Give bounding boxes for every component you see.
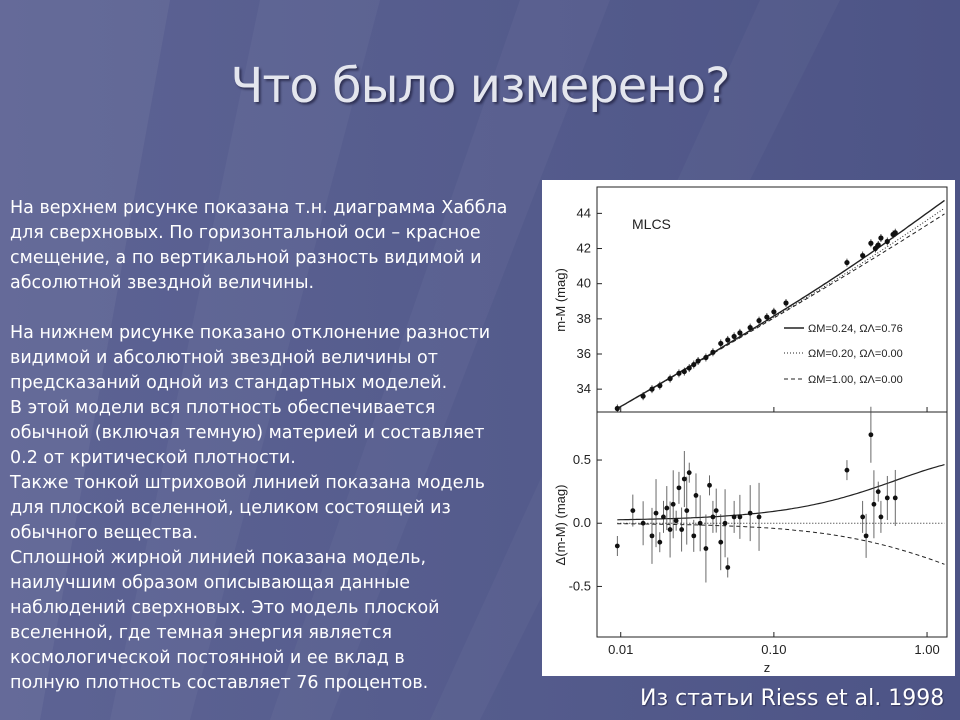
model-curve-open: [617, 207, 945, 410]
bottom-point-3: [649, 533, 655, 539]
legend-label-1: ΩM=0.20, ΩΛ=0.00: [808, 348, 903, 360]
bottom-point-10: [673, 518, 679, 524]
bottom-point-26: [731, 514, 737, 520]
top-point-15: [737, 330, 743, 336]
bottom-point-29: [756, 514, 762, 520]
paragraph-residuals: На нижнем рисунке показано отклонение ра…: [10, 323, 491, 693]
bottom-ytick-label-2: -0.5: [569, 578, 591, 593]
top-point-18: [764, 314, 770, 320]
top-point-5: [676, 370, 682, 376]
bottom-point-33: [868, 432, 874, 438]
bottom-point-4: [653, 510, 659, 516]
source-caption: Из статьи Riess et al. 1998: [640, 686, 945, 711]
top-point-0: [614, 405, 620, 412]
hubble-chart: 34 36 38 40 42 44 0.5 0.0 -0.5 0.01 0.10 1.00 MLCS…: [553, 186, 948, 675]
bottom-point-15: [686, 470, 692, 476]
top-point-13: [725, 337, 731, 343]
bottom-point-34: [871, 501, 877, 507]
bottom-point-9: [670, 501, 676, 507]
top-point-23: [868, 240, 874, 246]
bottom-ytick-label-1: 0.0: [573, 515, 591, 530]
hubble-figure: 34 36 38 40 42 44 0.5 0.0 -0.5 0.01 0.10 1.00 MLCS…: [542, 180, 955, 676]
top-ytick-label-0: 34: [577, 381, 591, 396]
residual-curve-lambda: [617, 464, 945, 521]
bottom-point-27: [737, 514, 743, 520]
bottom-point-8: [667, 527, 673, 532]
top-point-2: [649, 386, 655, 392]
top-point-16: [747, 325, 753, 331]
top-point-1: [640, 393, 646, 399]
top-point-11: [710, 349, 716, 355]
top-point-26: [878, 235, 884, 241]
top-point-24: [872, 245, 878, 252]
paragraph-hubble-diagram: На верхнем рисунке показана т.н. диаграм…: [10, 198, 508, 293]
bottom-point-16: [691, 533, 697, 539]
top-point-10: [703, 354, 709, 361]
top-point-14: [731, 333, 737, 340]
bottom-point-7: [664, 505, 670, 511]
bottom-panel-frame: [596, 411, 948, 638]
top-ytick-label-3: 40: [577, 276, 591, 291]
bottom-point-24: [722, 520, 728, 526]
bottom-point-36: [878, 514, 884, 520]
bottom-ylabel: Δ(m-M) (mag): [553, 485, 568, 566]
bottom-xtick-label-1: 0.10: [761, 642, 786, 657]
legend-label-2: ΩM=1.00, ΩΛ=0.00: [808, 374, 903, 386]
bottom-point-32: [863, 533, 869, 539]
bottom-point-0: [614, 543, 620, 549]
top-ylabel: m-M (mag): [553, 268, 568, 332]
bottom-point-11: [676, 485, 682, 491]
top-point-20: [783, 300, 789, 306]
bottom-point-2: [640, 520, 646, 526]
bottom-point-22: [713, 508, 719, 513]
bottom-point-17: [693, 493, 699, 498]
top-point-22: [860, 252, 866, 259]
top-ytick-label-4: 42: [577, 241, 591, 256]
bottom-point-6: [661, 514, 666, 520]
bottom-point-13: [681, 476, 687, 482]
bottom-point-30: [844, 467, 850, 473]
bottom-point-12: [679, 527, 685, 532]
legend-label-0: ΩM=0.24, ΩΛ=0.76: [808, 323, 903, 335]
top-point-7: [686, 365, 692, 371]
top-annotation: MLCS: [632, 216, 671, 232]
bottom-xtick-label-2: 1.00: [914, 642, 939, 657]
residual-curve-flat-matter: [617, 523, 945, 565]
bottom-point-31: [860, 514, 866, 520]
top-point-29: [892, 230, 898, 236]
top-point-3: [657, 383, 663, 389]
bottom-point-35: [875, 489, 881, 495]
bottom-point-20: [707, 482, 712, 488]
bottom-point-38: [892, 495, 898, 501]
top-ytick-label-5: 44: [577, 205, 591, 220]
top-point-4: [667, 376, 673, 382]
model-curve-flat-matter: [617, 213, 945, 410]
top-point-27: [884, 238, 890, 245]
top-point-19: [771, 309, 777, 315]
top-ytick-label-1: 36: [577, 346, 591, 361]
bottom-point-37: [884, 495, 890, 501]
top-point-25: [875, 242, 881, 248]
bottom-point-25: [725, 565, 731, 570]
bottom-point-5: [657, 539, 663, 545]
bottom-point-28: [747, 510, 753, 516]
bottom-point-1: [630, 508, 636, 513]
bottom-ytick-label-0: 0.5: [573, 452, 591, 467]
slide-title: Что было измерено?: [230, 58, 731, 114]
top-ytick-label-2: 38: [577, 311, 591, 326]
bottom-point-19: [703, 546, 709, 551]
top-point-8: [691, 361, 697, 368]
top-point-12: [718, 340, 724, 347]
bottom-point-14: [684, 508, 690, 513]
top-point-9: [695, 358, 701, 364]
top-point-17: [756, 317, 762, 324]
bottom-point-23: [718, 539, 724, 545]
top-point-21: [844, 259, 850, 266]
bottom-xtick-label-0: 0.01: [608, 642, 633, 657]
bottom-point-21: [710, 514, 716, 520]
bottom-xlabel: z: [764, 660, 771, 675]
top-point-6: [681, 368, 687, 375]
body-text: На верхнем рисунке показана т.н. диаграм…: [10, 196, 540, 696]
bottom-point-18: [697, 520, 703, 526]
